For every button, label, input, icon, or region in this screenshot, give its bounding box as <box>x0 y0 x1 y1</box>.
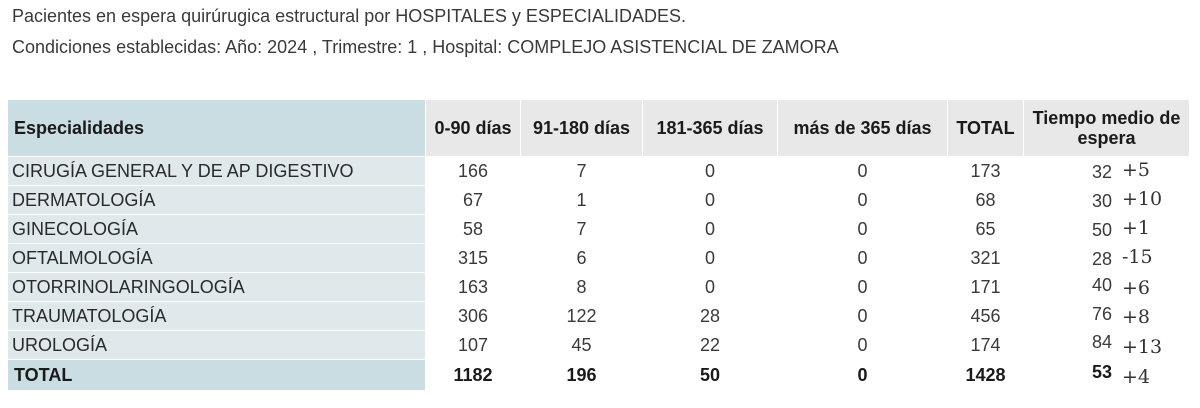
mas-365-cell: 0 <box>777 330 948 360</box>
table-row: GINECOLOGÍA 58 7 0 0 65 50 +1 <box>7 214 1190 244</box>
total-181-365-cell: 50 <box>642 359 778 391</box>
dias-181-365-cell: 0 <box>642 156 778 186</box>
tiempo-medio-cell: 28 -15 <box>1023 243 1190 273</box>
especialidad-cell: UROLOGÍA <box>7 330 426 360</box>
dias-0-90-cell: 306 <box>425 301 521 331</box>
mas-365-cell: 0 <box>777 156 948 186</box>
dias-91-180-cell: 7 <box>520 214 643 244</box>
tiempo-value: 50 <box>1092 220 1113 240</box>
dias-181-365-cell: 0 <box>642 185 778 215</box>
tiempo-medio-cell: 32 +5 <box>1023 156 1190 186</box>
header-91-180-dias[interactable]: 91-180 días <box>520 99 643 157</box>
especialidad-cell: TRAUMATOLOGÍA <box>7 301 426 331</box>
total-cell: 173 <box>947 156 1024 186</box>
dias-91-180-cell: 7 <box>520 156 643 186</box>
tiempo-value: 76 <box>1092 304 1113 324</box>
tiempo-value: 53 <box>1092 362 1113 382</box>
total-cell: 65 <box>947 214 1024 244</box>
tiempo-medio-cell: 40 +6 <box>1023 272 1190 302</box>
total-cell: 456 <box>947 301 1024 331</box>
table-total-row: TOTAL 1182 196 50 0 1428 53 +4 <box>7 359 1190 391</box>
mas-365-cell: 0 <box>777 301 948 331</box>
dias-181-365-cell: 22 <box>642 330 778 360</box>
especialidad-cell: OTORRINOLARINGOLOGÍA <box>7 272 426 302</box>
waiting-list-table: Especialidades 0-90 días 91-180 días 181… <box>7 99 1190 391</box>
tiempo-medio-cell: 50 +1 <box>1023 214 1190 244</box>
total-tiempo-medio-cell: 53 +4 <box>1023 359 1190 391</box>
report-title: Pacientes en espera quirúrugica estructu… <box>12 6 686 26</box>
tiempo-value: 28 <box>1092 249 1113 269</box>
mas-365-cell: 0 <box>777 243 948 273</box>
dias-0-90-cell: 107 <box>425 330 521 360</box>
variacion-annotation: +13 <box>1122 336 1163 358</box>
variacion-annotation: +10 <box>1122 188 1163 210</box>
total-cell: 68 <box>947 185 1024 215</box>
variacion-annotation: -15 <box>1122 246 1153 268</box>
variacion-annotation: +1 <box>1122 217 1151 239</box>
table-row: CIRUGÍA GENERAL Y DE AP DIGESTIVO 166 7 … <box>7 156 1190 186</box>
header-mas-365-dias[interactable]: más de 365 días <box>777 99 948 157</box>
dias-91-180-cell: 122 <box>520 301 643 331</box>
table-row: TRAUMATOLOGÍA 306 122 28 0 456 76 +8 <box>7 301 1190 331</box>
mas-365-cell: 0 <box>777 272 948 302</box>
table-row: UROLOGÍA 107 45 22 0 174 84 +13 <box>7 330 1190 360</box>
total-91-180-cell: 196 <box>520 359 643 391</box>
dias-91-180-cell: 8 <box>520 272 643 302</box>
total-mas-365-cell: 0 <box>777 359 948 391</box>
variacion-annotation: +6 <box>1122 277 1151 299</box>
especialidad-cell: GINECOLOGÍA <box>7 214 426 244</box>
tiempo-medio-cell: 84 +13 <box>1023 330 1190 360</box>
total-cell: 321 <box>947 243 1024 273</box>
especialidad-cell: CIRUGÍA GENERAL Y DE AP DIGESTIVO <box>7 156 426 186</box>
dias-0-90-cell: 166 <box>425 156 521 186</box>
tiempo-value: 30 <box>1092 191 1113 211</box>
total-cell: 171 <box>947 272 1024 302</box>
dias-0-90-cell: 67 <box>425 185 521 215</box>
variacion-annotation: +8 <box>1122 306 1151 328</box>
dias-181-365-cell: 0 <box>642 243 778 273</box>
dias-181-365-cell: 0 <box>642 214 778 244</box>
total-label-cell: TOTAL <box>7 359 426 391</box>
dias-0-90-cell: 315 <box>425 243 521 273</box>
total-0-90-cell: 1182 <box>425 359 521 391</box>
table-row: DERMATOLOGÍA 67 1 0 0 68 30 +10 <box>7 185 1190 215</box>
header-0-90-dias[interactable]: 0-90 días <box>425 99 521 157</box>
mas-365-cell: 0 <box>777 214 948 244</box>
header-tiempo-medio[interactable]: Tiempo medio de espera <box>1023 99 1190 157</box>
variacion-annotation: +4 <box>1122 366 1151 388</box>
mas-365-cell: 0 <box>777 185 948 215</box>
header-especialidades[interactable]: Especialidades <box>7 99 426 157</box>
tiempo-medio-cell: 30 +10 <box>1023 185 1190 215</box>
tiempo-medio-cell: 76 +8 <box>1023 301 1190 331</box>
table-header-row: Especialidades 0-90 días 91-180 días 181… <box>7 99 1190 157</box>
table-row: OFTALMOLOGÍA 315 6 0 0 321 28 -15 <box>7 243 1190 273</box>
tiempo-value: 84 <box>1092 332 1113 352</box>
table-row: OTORRINOLARINGOLOGÍA 163 8 0 0 171 40 +6 <box>7 272 1190 302</box>
total-cell: 174 <box>947 330 1024 360</box>
dias-0-90-cell: 163 <box>425 272 521 302</box>
variacion-annotation: +5 <box>1122 159 1151 181</box>
dias-91-180-cell: 45 <box>520 330 643 360</box>
dias-0-90-cell: 58 <box>425 214 521 244</box>
tiempo-value: 32 <box>1092 162 1113 182</box>
header-181-365-dias[interactable]: 181-365 días <box>642 99 778 157</box>
dias-91-180-cell: 1 <box>520 185 643 215</box>
especialidad-cell: DERMATOLOGÍA <box>7 185 426 215</box>
header-total[interactable]: TOTAL <box>947 99 1024 157</box>
especialidad-cell: OFTALMOLOGÍA <box>7 243 426 273</box>
tiempo-value: 40 <box>1092 275 1113 295</box>
dias-181-365-cell: 28 <box>642 301 778 331</box>
report-conditions: Condiciones establecidas: Año: 2024 , Tr… <box>12 37 839 57</box>
dias-91-180-cell: 6 <box>520 243 643 273</box>
dias-181-365-cell: 0 <box>642 272 778 302</box>
grand-total-cell: 1428 <box>947 359 1024 391</box>
